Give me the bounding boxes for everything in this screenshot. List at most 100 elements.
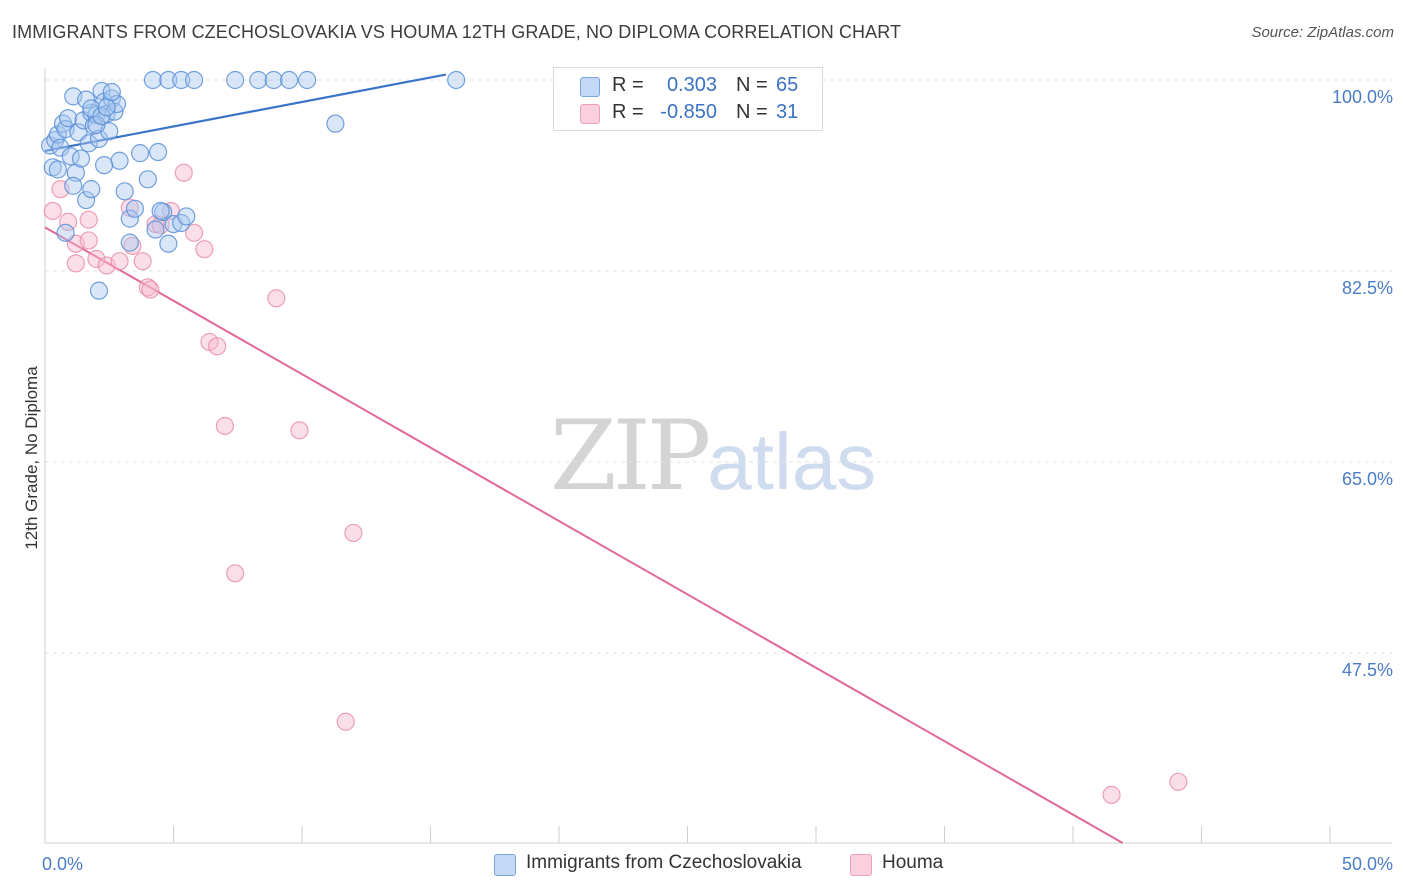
czechoslovakia-point xyxy=(79,134,98,153)
czechoslovakia-point xyxy=(82,99,101,118)
czechoslovakia-point xyxy=(64,176,83,195)
czechoslovakia-point xyxy=(148,142,168,162)
czechoslovakia-point xyxy=(159,70,178,90)
y-tick-label: 65.0% xyxy=(1342,469,1393,489)
series-label-czechoslovakia: Immigrants from Czechoslovakia xyxy=(526,852,802,873)
czechoslovakia-point xyxy=(120,233,139,252)
legend-row-houma: R = -0.850 N = 31 xyxy=(554,101,822,127)
x-tick-label: 50.0% xyxy=(1342,854,1393,874)
houma-trend-line xyxy=(44,226,1124,844)
houma-point xyxy=(138,278,157,297)
czechoslovakia-point xyxy=(184,70,204,90)
czechoslovakia-point xyxy=(89,129,109,149)
legend-r-label: R = xyxy=(612,101,644,123)
legend-n-label: N = xyxy=(736,101,768,123)
czechoslovakia-point xyxy=(172,70,191,90)
tick-labels: 100.0% 82.5% 65.0% 47.5% 0.0% 50.0% xyxy=(42,87,1393,874)
houma-point xyxy=(59,212,78,231)
houma-point xyxy=(1102,785,1121,804)
legend-r-value: 0.303 xyxy=(666,74,717,96)
czechoslovakia-point xyxy=(115,182,134,201)
czechoslovakia-point xyxy=(226,70,245,90)
houma-point xyxy=(344,523,363,543)
axes xyxy=(44,68,1392,844)
watermark-zip: ZIP xyxy=(550,400,711,512)
legend-r-value: -0.850 xyxy=(660,101,717,123)
czechoslovakia-point xyxy=(82,180,101,199)
y-tick-label: 100.0% xyxy=(1332,87,1393,107)
legend-n-value: 65 xyxy=(776,74,799,96)
czechoslovakia-point xyxy=(447,70,466,90)
y-tick-label: 82.5% xyxy=(1342,278,1393,298)
houma-point xyxy=(43,201,62,221)
czechoslovakia-point xyxy=(107,94,127,114)
houma-point xyxy=(141,280,160,299)
czechoslovakia-point xyxy=(59,109,78,128)
czechoslovakia-point xyxy=(102,82,121,102)
legend-swatch-pink xyxy=(580,104,600,124)
czechoslovakia-point xyxy=(95,156,114,175)
czechoslovakia-point xyxy=(146,220,165,239)
czechoslovakia-point xyxy=(125,199,145,218)
houma-point xyxy=(184,223,204,242)
houma-point xyxy=(226,564,245,583)
houma-point xyxy=(195,240,214,259)
series-legend: Immigrants from Czechoslovakia Houma xyxy=(0,852,1406,880)
czechoslovakia-point xyxy=(89,281,109,300)
czechoslovakia-point xyxy=(120,209,139,228)
series-label-houma: Houma xyxy=(882,852,944,873)
stats-legend: R = 0.303 N = 65 R = -0.850 N = 31 xyxy=(553,67,823,131)
legend-n-label: N = xyxy=(736,74,768,96)
houma-point xyxy=(87,249,106,269)
houma-point xyxy=(174,163,193,182)
houma-point xyxy=(123,236,142,255)
series-swatch-blue xyxy=(494,854,516,876)
czechoslovakia-point xyxy=(56,223,75,242)
czechoslovakia-point xyxy=(177,207,196,226)
houma-point xyxy=(1169,772,1188,791)
legend-swatch-blue xyxy=(580,77,600,97)
y-axis-label: 12th Grade, No Diploma xyxy=(22,366,41,550)
houma-point xyxy=(336,712,355,731)
houma-points xyxy=(43,163,1188,804)
series-swatch-pink xyxy=(850,854,872,876)
y-tick-label: 47.5% xyxy=(1342,660,1393,680)
czechoslovakia-point xyxy=(249,70,268,90)
legend-r-label: R = xyxy=(612,74,644,96)
houma-point xyxy=(79,210,98,229)
czechoslovakia-point xyxy=(48,160,67,179)
czechoslovakia-point xyxy=(280,70,299,90)
legend-row-czechoslovakia: R = 0.303 N = 65 xyxy=(554,74,822,100)
czechoslovakia-point xyxy=(130,144,150,163)
czechoslovakia-point xyxy=(151,201,170,221)
houma-point xyxy=(110,252,129,271)
czechoslovakia-point xyxy=(97,98,116,117)
czechoslovakia-point xyxy=(77,90,96,109)
czechoslovakia-point xyxy=(110,151,129,170)
gridlines xyxy=(45,79,1392,654)
czechoslovakia-point xyxy=(264,70,283,90)
houma-point xyxy=(215,416,234,436)
chart-source: Source: ZipAtlas.com xyxy=(1251,24,1394,41)
czechoslovakia-point xyxy=(326,114,345,133)
czechoslovakia-point xyxy=(138,170,157,189)
x-tick-label: 0.0% xyxy=(42,854,83,874)
houma-point xyxy=(66,254,85,273)
czechoslovakia-points xyxy=(41,70,466,300)
czechoslovakia-point xyxy=(298,70,317,90)
houma-point xyxy=(208,337,227,356)
czechoslovakia-point xyxy=(87,115,106,134)
houma-point xyxy=(290,421,309,440)
czechoslovakia-trend-line xyxy=(44,73,447,153)
czechoslovakia-point xyxy=(92,106,111,126)
czechoslovakia-point xyxy=(71,149,91,168)
czechoslovakia-point xyxy=(159,234,178,253)
trend-lines xyxy=(44,73,1124,844)
czechoslovakia-point xyxy=(77,190,96,210)
houma-point xyxy=(267,289,286,308)
chart-title: IMMIGRANTS FROM CZECHOSLOVAKIA VS HOUMA … xyxy=(12,22,902,42)
houma-point xyxy=(133,252,152,271)
legend-n-value: 31 xyxy=(776,101,799,123)
houma-point xyxy=(79,231,98,250)
